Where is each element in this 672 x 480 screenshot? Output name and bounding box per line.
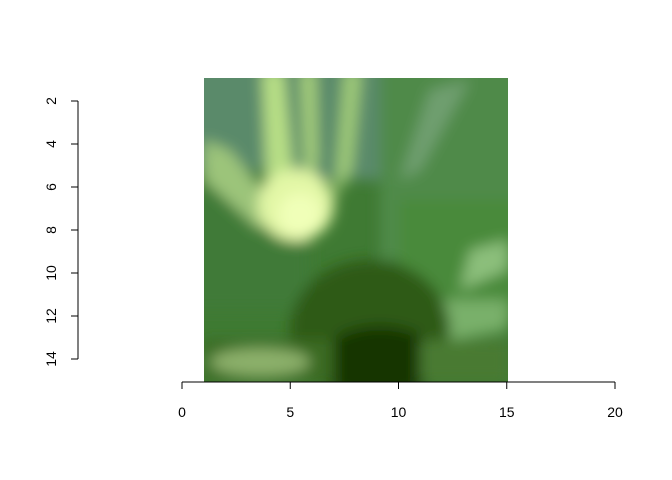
y-tick-label: 10 [43, 265, 59, 281]
y-tick-label: 4 [43, 140, 59, 148]
heatmap-image [204, 78, 508, 382]
x-tick-label: 15 [499, 404, 515, 420]
x-tick-label: 0 [178, 404, 186, 420]
x-tick-label: 5 [286, 404, 294, 420]
y-axis: 2 4 6 8 10 12 14 [43, 97, 79, 367]
x-axis: 0 5 10 15 20 [178, 381, 623, 420]
y-tick-label: 2 [43, 97, 59, 105]
y-tick-label: 12 [43, 308, 59, 324]
y-tick-label: 8 [43, 226, 59, 234]
y-tick-label: 6 [43, 183, 59, 191]
x-tick-label: 20 [607, 404, 623, 420]
y-tick-label: 14 [43, 351, 59, 367]
x-tick-label: 10 [391, 404, 407, 420]
